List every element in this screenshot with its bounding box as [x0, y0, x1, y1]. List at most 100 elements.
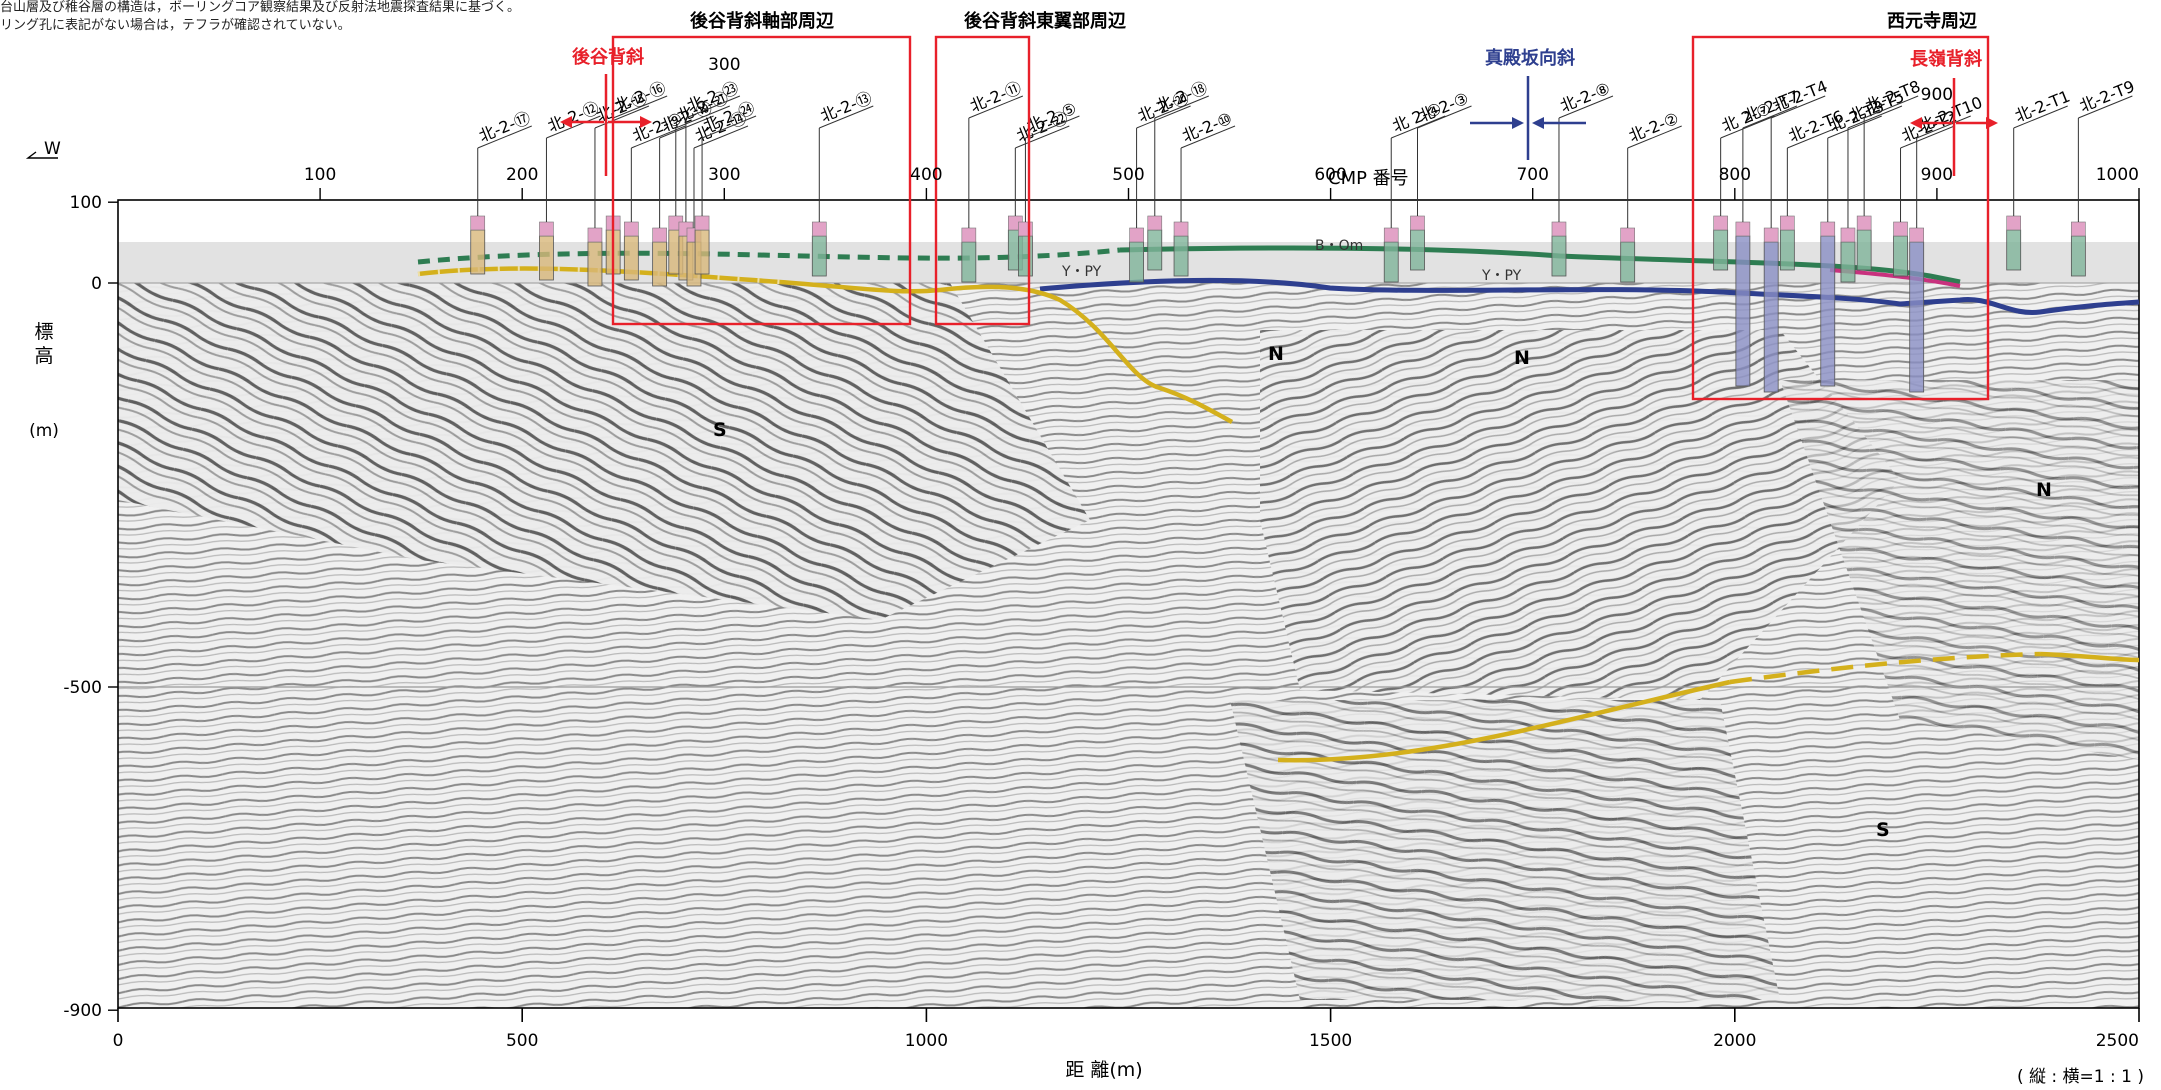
borehole-leader [1136, 105, 1191, 129]
cmp-tick-label: 600 [1314, 165, 1346, 185]
borehole-leader [1900, 125, 1955, 149]
borehole-core [1840, 241, 1856, 283]
borehole-leader [1770, 95, 1826, 119]
borehole-core [2070, 235, 2086, 277]
distance-tick-label: 1500 [1309, 1031, 1352, 1051]
borehole-tephra [470, 215, 486, 231]
cmp-tick-label: 900 [1921, 165, 1953, 185]
borehole-tephra [811, 221, 827, 237]
seismic-image [118, 283, 2139, 1008]
borehole-core [1779, 229, 1795, 271]
distance-axis: 0 500 1000 1500 2000 2500 [113, 1008, 2140, 1051]
borehole-leader [1863, 95, 1919, 119]
distance-tick-label: 2000 [1713, 1031, 1756, 1051]
arrowhead-right-ushirodani [640, 116, 652, 128]
region-box-east-wing [934, 35, 1031, 326]
yellow-horizon-lower-dash [1729, 651, 2041, 685]
borehole-label: 北-2-⑬ [818, 88, 875, 126]
arrowhead-right-nagamine [1986, 117, 1998, 129]
borehole-tephra [1410, 215, 1425, 231]
borehole-tephra [1018, 221, 1033, 237]
borehole-core [1410, 229, 1425, 271]
borehole-tephra [652, 227, 667, 243]
syncline-arrowhead-left [1512, 117, 1524, 129]
borehole-leader [693, 125, 749, 149]
borehole-leader [612, 95, 668, 119]
region-label-axis: 後谷背斜軸部周辺 [690, 10, 834, 32]
borehole-core [2006, 229, 2022, 271]
borehole-tephra [2071, 221, 2086, 237]
borehole-tephra [1129, 227, 1144, 243]
borehole-tephra [1840, 227, 1856, 243]
borehole-leader [1558, 95, 1614, 119]
cmp-axis-marker-label: 300 [708, 55, 740, 75]
borehole-core [1820, 235, 1836, 387]
elevation-axis: 100 0 -500 -900 [63, 193, 118, 1021]
borehole-core [1147, 229, 1163, 271]
borehole-label: 北-2-⑫ [545, 98, 602, 136]
borehole-tephra [1173, 221, 1189, 237]
borehole-tephra [1147, 215, 1163, 231]
borehole-leader [968, 95, 1024, 119]
borehole-leader [685, 95, 741, 119]
borehole-tephra [1856, 215, 1872, 231]
horizon-label-ypy-1: Y・PY [1061, 264, 1102, 280]
region-box-saigenji [1691, 35, 1990, 401]
borehole-core [652, 241, 668, 287]
borehole-tephra [624, 221, 639, 237]
borehole-tephra [961, 227, 977, 243]
borehole-leader [1391, 115, 1446, 139]
borehole-core [1735, 235, 1751, 387]
cmp-tick-label: 700 [1516, 165, 1548, 185]
unit-label-n-3: N [2036, 479, 2052, 501]
horizon-label-bom: B・Om [1315, 238, 1363, 254]
borehole-leader [1417, 105, 1472, 129]
borehole-core [1620, 241, 1636, 283]
cmp-axis-marker-label: 900 [1921, 85, 1953, 105]
blue-horizon [1039, 278, 2140, 316]
borehole-leader [594, 105, 650, 129]
borehole-leader [1742, 105, 1798, 129]
borehole-label: 北-2-T4 [1770, 76, 1831, 115]
borehole-leader [819, 105, 874, 129]
borehole-core [1383, 241, 1399, 283]
borehole-tephra [1893, 221, 1908, 237]
borehole-label: 北-2-⑪ [967, 78, 1024, 116]
borehole-tephra [1551, 221, 1567, 237]
distance-tick-label: 2500 [2096, 1031, 2139, 1051]
elevation-tick-label: 0 [91, 274, 102, 294]
elevation-tick-label: -900 [63, 1001, 102, 1021]
cmp-axis-label: CMP 番号 [1328, 168, 1409, 189]
borehole-tephra [1713, 215, 1728, 231]
cmp-tick-label: 100 [304, 165, 336, 185]
borehole-core [470, 229, 486, 275]
borehole-leader [659, 115, 714, 139]
borehole-label: 北-2-⑧ [1557, 79, 1612, 116]
borehole-tephra [1820, 221, 1836, 237]
region-label-saigenji: 西元寺周辺 [1887, 11, 1977, 32]
borehole-tephra [2006, 215, 2021, 231]
cmp-axis: 100 200 300 400 500 600 700 800 900 1000 300 900 [304, 55, 2140, 200]
borehole-leader [2078, 95, 2133, 119]
distance-tick-label: 500 [506, 1031, 538, 1051]
borehole-core [1909, 241, 1925, 393]
structure-label-nagamine: 長嶺背斜 [1910, 48, 1982, 70]
borehole-core [694, 229, 710, 275]
borehole-leader [1720, 115, 1775, 139]
cmp-tick-label: 1000 [2096, 165, 2139, 185]
borehole-tephra [587, 227, 603, 243]
borehole-leader [631, 125, 686, 149]
borehole-leader [477, 125, 532, 149]
borehole-core [1763, 241, 1779, 393]
borehole-leader [2013, 105, 2068, 129]
borehole-core [961, 241, 977, 283]
borehole-core [1018, 235, 1033, 277]
borehole-label: 北-2-T1 [2012, 86, 2073, 125]
borehole-leader [1916, 115, 1971, 139]
borehole-leader [1015, 125, 1070, 149]
arrowhead-left-nagamine [1910, 117, 1922, 129]
borehole-core [623, 235, 639, 281]
structure-label-shindenzaka: 真殿坂向斜 [1485, 47, 1575, 69]
borehole-core [1713, 229, 1729, 271]
